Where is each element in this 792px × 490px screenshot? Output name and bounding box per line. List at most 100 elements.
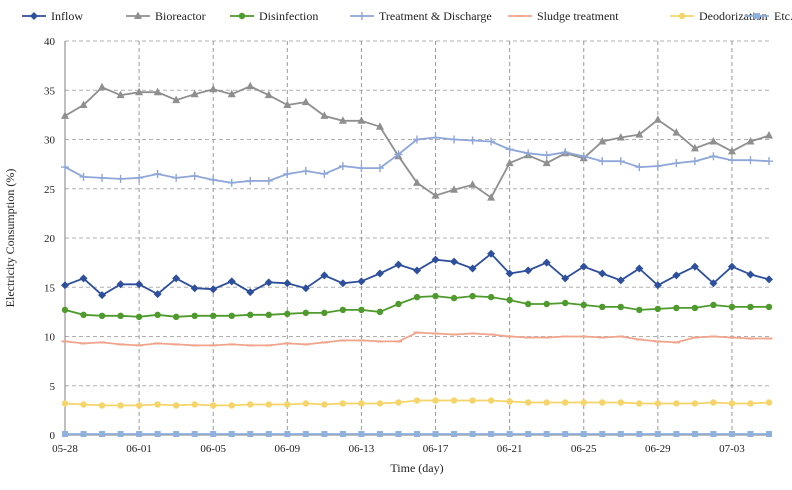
legend-label: Bioreactor: [155, 9, 206, 23]
data-point-inflow: [413, 266, 421, 275]
data-point-disinfection: [636, 306, 643, 314]
legend-marker: [754, 13, 760, 19]
data-point-etc: [654, 431, 661, 438]
data-point-bioreactor: [635, 130, 644, 138]
data-point-etc: [154, 431, 161, 438]
data-point-treatment-discharge: [746, 156, 755, 165]
legend-item-deodorization: Deodorization: [670, 9, 768, 23]
data-point-bioreactor: [153, 87, 162, 96]
series-inflow: [61, 249, 773, 300]
data-point-treatment-discharge: [635, 163, 644, 172]
x-tick-label: 06-29: [645, 443, 671, 455]
data-point-etc: [80, 431, 87, 438]
data-point-deodorization: [580, 399, 587, 406]
data-point-disinfection: [135, 313, 143, 320]
data-point-disinfection: [691, 304, 699, 312]
data-point-treatment-discharge: [301, 167, 310, 176]
data-point-treatment-discharge: [153, 169, 162, 178]
data-point-disinfection: [61, 306, 69, 314]
data-point-treatment-discharge: [524, 149, 533, 158]
y-tick-label: 30: [44, 135, 56, 147]
data-point-bioreactor: [505, 158, 514, 167]
data-point-inflow: [653, 281, 662, 290]
data-point-etc: [210, 431, 217, 438]
data-point-disinfection: [599, 303, 606, 311]
data-point-treatment-discharge: [135, 173, 144, 182]
data-point-disinfection: [376, 308, 384, 316]
series-disinfection: [61, 292, 773, 320]
data-point-deodorization: [654, 400, 662, 407]
data-point-etc: [599, 431, 606, 438]
data-point-bioreactor: [616, 133, 625, 141]
data-point-deodorization: [765, 399, 773, 406]
data-point-inflow: [672, 271, 681, 280]
data-point-inflow: [79, 274, 88, 283]
data-point-treatment-discharge: [690, 157, 699, 166]
x-tick-label: 06-01: [126, 443, 152, 455]
data-point-deodorization: [339, 400, 347, 407]
data-point-treatment-discharge: [320, 169, 329, 178]
data-point-inflow: [487, 249, 496, 258]
data-point-bioreactor: [431, 191, 440, 199]
data-point-disinfection: [413, 293, 421, 301]
data-point-etc: [395, 431, 402, 438]
data-point-deodorization: [228, 402, 235, 409]
data-point-treatment-discharge: [431, 133, 440, 142]
data-point-deodorization: [543, 399, 550, 406]
x-tick-label: 06-09: [274, 443, 300, 455]
data-point-deodorization: [358, 400, 365, 407]
data-point-inflow: [227, 277, 236, 286]
data-point-etc: [228, 431, 235, 438]
legend: Inflow Bioreactor Disinfection Treatment & …: [22, 9, 792, 23]
data-point-inflow: [135, 280, 144, 289]
data-point-deodorization: [747, 400, 754, 407]
series-etc: [62, 431, 772, 438]
data-point-inflow: [431, 255, 440, 264]
x-tick-label: 06-05: [200, 443, 226, 455]
data-point-etc: [488, 431, 495, 438]
data-point-inflow: [524, 266, 533, 275]
data-point-deodorization: [617, 399, 624, 406]
data-point-treatment-discharge: [542, 151, 551, 160]
y-tick-label: 10: [44, 332, 56, 344]
data-point-inflow: [579, 262, 588, 271]
data-point-inflow: [357, 277, 366, 286]
data-point-deodorization: [413, 397, 421, 404]
legend-marker: [134, 11, 142, 19]
x-tick-label: 06-21: [497, 443, 523, 455]
data-point-deodorization: [469, 397, 476, 404]
data-point-disinfection: [450, 294, 458, 302]
data-point-inflow: [505, 269, 514, 278]
data-point-disinfection: [654, 305, 662, 313]
data-point-bioreactor: [709, 136, 718, 145]
data-point-treatment-discharge: [598, 157, 607, 166]
data-point-etc: [302, 431, 309, 438]
data-point-inflow: [468, 264, 477, 273]
legend-item-sludge-treatment: Sludge treatment: [508, 9, 619, 23]
data-point-deodorization: [487, 397, 495, 404]
data-point-disinfection: [580, 301, 587, 309]
data-point-etc: [617, 431, 624, 438]
data-point-disinfection: [506, 296, 513, 304]
data-point-etc: [506, 431, 513, 438]
data-point-deodorization: [98, 402, 106, 409]
data-point-deodorization: [599, 399, 606, 406]
y-tick-label: 5: [50, 381, 56, 393]
x-tick-label: 06-25: [571, 443, 597, 455]
data-point-bioreactor: [487, 193, 496, 201]
data-point-inflow: [394, 260, 403, 269]
y-tick-label: 15: [44, 282, 56, 294]
legend-item-inflow: Inflow: [22, 9, 83, 23]
data-point-treatment-discharge: [487, 137, 496, 146]
data-point-etc: [99, 431, 106, 438]
data-point-deodorization: [265, 401, 272, 408]
data-point-disinfection: [265, 311, 272, 319]
legend-label: Etc.: [774, 9, 792, 23]
data-point-inflow: [301, 284, 310, 293]
data-point-inflow: [635, 264, 644, 273]
data-point-bioreactor: [227, 89, 236, 98]
y-axis-ticks: 0 5 10 15 20 25 30 35 40: [44, 36, 56, 442]
data-point-inflow: [709, 279, 718, 288]
data-point-bioreactor: [765, 131, 773, 139]
series-treatment-discharge: [61, 133, 773, 187]
